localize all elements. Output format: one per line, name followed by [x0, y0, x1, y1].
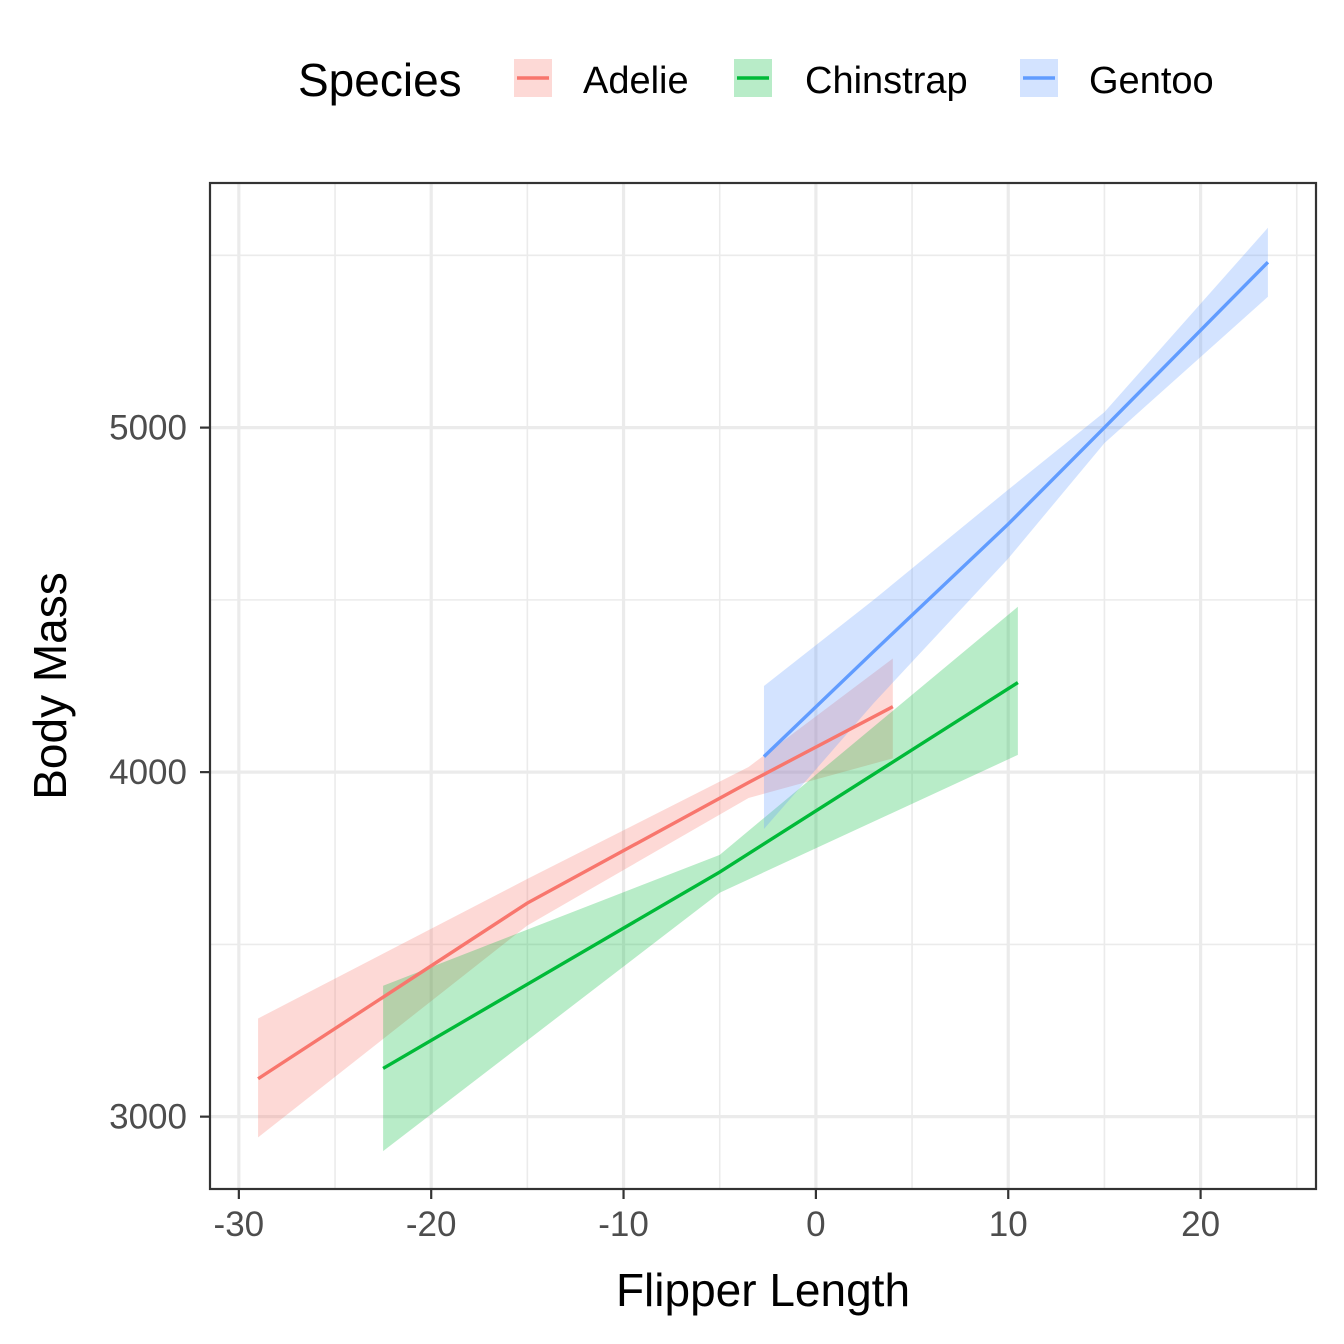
y-tick-label: 4000 — [109, 753, 187, 792]
ribbon-chinstrap — [383, 606, 1018, 1152]
x-tick-label: -30 — [214, 1205, 265, 1244]
line-chinstrap — [382, 681, 1019, 1070]
ribbon-gentoo — [763, 227, 1268, 829]
x-tick-label: -20 — [406, 1205, 457, 1244]
y-tick-label: 3000 — [109, 1098, 187, 1137]
legend-title: Species — [298, 54, 462, 106]
plot-panel — [208, 181, 1318, 1191]
grid-minor — [210, 183, 1316, 1189]
line-gentoo — [762, 261, 1270, 758]
grid-major — [210, 183, 1316, 1189]
x-tick-label: 20 — [1181, 1205, 1220, 1244]
panel-border — [208, 181, 1318, 1191]
y-axis: 3000 4000 5000 — [109, 409, 210, 1137]
legend-label-adelie: Adelie — [583, 60, 689, 102]
y-tick-label: 5000 — [109, 409, 187, 448]
legend-label-gentoo: Gentoo — [1089, 60, 1214, 102]
regression-lines — [257, 261, 1270, 1081]
line-adelie — [257, 705, 894, 1081]
x-tick-label: -10 — [598, 1205, 649, 1244]
ribbon-adelie — [258, 658, 893, 1138]
x-tick-label: 0 — [806, 1205, 825, 1244]
x-tick-label: 10 — [989, 1205, 1028, 1244]
legend: Species Adelie Chinstrap Gentoo — [298, 54, 1214, 106]
legend-label-chinstrap: Chinstrap — [805, 60, 968, 102]
confidence-ribbons — [258, 227, 1268, 1152]
x-axis: -30 -20 -10 0 10 20 — [214, 1189, 1220, 1244]
x-axis-title: Flipper Length — [616, 1264, 910, 1316]
y-axis-title: Body Mass — [24, 572, 76, 800]
